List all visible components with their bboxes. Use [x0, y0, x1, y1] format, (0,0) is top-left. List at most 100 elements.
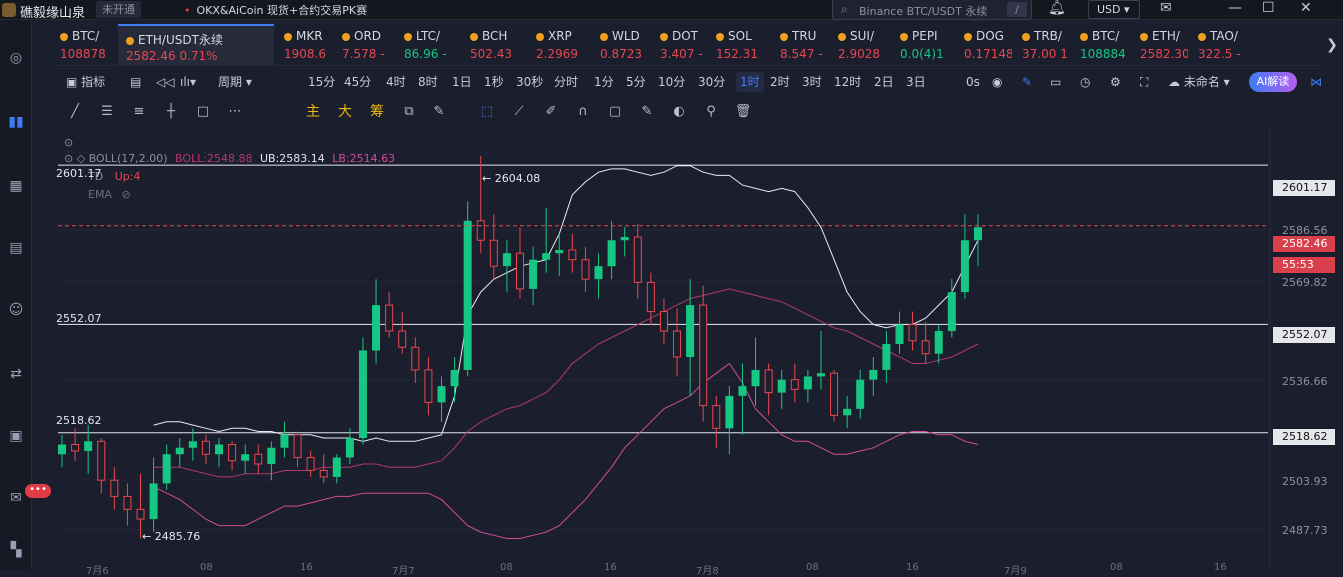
magnet-icon[interactable]: ∩ [578, 104, 588, 119]
ticker-tab[interactable]: TRU 8.547 - [772, 24, 828, 65]
sidebar-wallet-icon[interactable]: ▣ [9, 428, 23, 444]
period-select[interactable]: 周期 ▾ [218, 75, 252, 89]
interval-10[interactable]: 10分 [658, 75, 686, 89]
ticker-tab[interactable]: ETH/USDT永续 2582.46 0.71% [118, 24, 274, 65]
ticker-tab[interactable]: DOG 0.17148 [956, 24, 1012, 65]
indicator-button[interactable]: ▣ 指标 [66, 72, 105, 92]
alert-icon[interactable]: ◷ [1080, 75, 1091, 89]
ticker-tab[interactable]: SOL 152.31 [708, 24, 770, 65]
ema-label[interactable]: EMA [88, 188, 112, 201]
interval-9[interactable]: 5分 [626, 75, 646, 89]
ticker-tab[interactable]: WLD 0.8723 [592, 24, 650, 65]
countdown-mode[interactable]: 0s [966, 75, 980, 89]
window-icon[interactable]: ▭ [1050, 75, 1062, 89]
interval-3[interactable]: 8时 [418, 75, 438, 89]
sidebar-news-icon[interactable]: ▦ [9, 178, 23, 194]
camera-icon[interactable]: ◉ [992, 75, 1003, 89]
ticker-tab[interactable]: DOT 3.407 - [652, 24, 706, 65]
settings-icon[interactable]: ⚙ [1110, 75, 1121, 89]
news-ticker[interactable]: • OKX&AiCoin 现货+合约交易PK赛 [184, 2, 367, 18]
draw-toggle-icon[interactable]: ✎ [1022, 75, 1033, 89]
interval-14[interactable]: 3时 [802, 75, 822, 89]
filter-icon[interactable]: ⚲ [706, 104, 716, 119]
rectangle-icon[interactable]: □ [196, 104, 210, 119]
horizontal-lines-icon[interactable]: ≡ [133, 104, 145, 119]
interval-11[interactable]: 30分 [698, 75, 726, 89]
ticker-tab[interactable]: SUI/2.9028 [830, 24, 890, 65]
copy-icon[interactable]: ⧉ [404, 104, 414, 119]
sidebar-qq-icon[interactable]: ◎ [9, 50, 23, 66]
ticker-tab[interactable]: ETH/2582.30 [1132, 24, 1188, 65]
sidebar-files-icon[interactable]: ▤ [9, 240, 23, 256]
note-icon[interactable]: ✎ [641, 104, 653, 119]
layout-select[interactable]: ☁ 未命名 ▾ [1168, 75, 1230, 89]
share-icon[interactable]: ⋈ [1310, 75, 1322, 89]
trendline-icon[interactable]: ╱ [71, 104, 79, 119]
interval-7[interactable]: 分时 [554, 75, 579, 89]
sidebar-message-icon[interactable]: ✉ [10, 490, 22, 506]
replay-icon[interactable]: ◁◁ [156, 75, 175, 89]
lock-icon[interactable]: ▢ [608, 104, 622, 119]
ticker-tab[interactable]: MKR 1908.6 [276, 24, 332, 65]
boll-label[interactable]: BOLL(17,2.00) [88, 152, 168, 165]
ticker-tab[interactable]: TRB/37.00 1 [1014, 24, 1070, 65]
parallel-lines-icon[interactable]: ☰ [101, 104, 113, 119]
ruler-icon[interactable]: ⟋ [514, 104, 524, 119]
account-status-badge[interactable]: 未开通 [96, 1, 141, 18]
sidebar-chart-icon[interactable]: ▮▮ [8, 114, 24, 130]
interval-4[interactable]: 1日 [452, 75, 472, 89]
chips-tag[interactable]: 筹 [370, 104, 384, 120]
ticker-tab[interactable]: ORD 7.578 - [334, 24, 394, 65]
search-input[interactable]: ⌕ Binance BTC/USDT 永续 / [832, 0, 1032, 20]
sidebar-robot-icon[interactable]: ☺ [8, 302, 24, 318]
interval-8[interactable]: 1分 [594, 75, 614, 89]
calendar-icon[interactable]: ▤ [130, 75, 142, 89]
ai-analysis-button[interactable]: AI解读 [1249, 72, 1297, 92]
close-icon[interactable]: ✕ [1300, 0, 1312, 16]
interval-1[interactable]: 45分 [344, 75, 372, 89]
interval-13[interactable]: 2时 [770, 75, 790, 89]
minimize-icon[interactable]: — [1228, 0, 1242, 16]
select-tool-icon[interactable]: ⬚ [480, 104, 494, 119]
interval-12[interactable]: 1时 [736, 72, 764, 92]
sidebar-swap-icon[interactable]: ⇄ [10, 366, 22, 382]
unread-badge[interactable]: ••• [25, 484, 51, 498]
maximize-icon[interactable]: ☐ [1262, 0, 1275, 16]
ticker-more-icon[interactable]: ❯ [1321, 24, 1343, 66]
mail-icon[interactable]: ✉ [1160, 0, 1172, 16]
edit-icon[interactable]: ✎ [433, 104, 445, 119]
fullscreen-icon[interactable]: ⛶ [1140, 75, 1149, 89]
indicator-label: 指标 [81, 75, 106, 89]
ticker-tab[interactable]: LTC/86.96 - [396, 24, 460, 65]
ticker-tab[interactable]: BCH 502.43 [462, 24, 526, 65]
ticker-tab[interactable]: TAO/322.5 - [1190, 24, 1250, 65]
hline-icon[interactable]: ┼ [167, 104, 175, 119]
level-price-tag-high: 2601.17 [1273, 180, 1335, 196]
ticker-tab[interactable]: BTC/108878 [52, 24, 114, 65]
legend-collapse-icon[interactable]: ⊙ [64, 136, 74, 149]
main-force-tag[interactable]: 主 [306, 104, 320, 120]
ema-hidden-icon[interactable]: ⊘ [121, 188, 131, 201]
chart-type-icon[interactable]: ılı▾ [180, 75, 197, 89]
ellipsis-icon[interactable]: ⋯ [228, 104, 242, 119]
td-label[interactable]: TD [88, 170, 104, 183]
currency-select[interactable]: USD ▾ [1088, 0, 1140, 19]
trash-icon[interactable]: 🗑︎ [734, 104, 752, 119]
interval-0[interactable]: 15分 [308, 75, 336, 89]
interval-17[interactable]: 3日 [906, 75, 926, 89]
interval-6[interactable]: 30秒 [516, 75, 544, 89]
pen-icon[interactable]: ✐ [545, 104, 557, 119]
ticker-tab[interactable]: XRP 2.2969 [528, 24, 590, 65]
big-order-tag[interactable]: 大 [338, 104, 352, 120]
interval-15[interactable]: 12时 [834, 75, 862, 89]
eye-icon[interactable]: ◐ [673, 104, 685, 119]
interval-16[interactable]: 2日 [874, 75, 894, 89]
sidebar-apps-icon[interactable]: ▚ [10, 542, 22, 558]
interval-5[interactable]: 1秒 [484, 75, 504, 89]
ticker-tab[interactable]: BTC/108884 [1072, 24, 1130, 65]
boll-visibility-icon[interactable]: ⊙ ◇ [64, 152, 86, 165]
interval-2[interactable]: 4时 [386, 75, 406, 89]
bell-icon[interactable]: 🔔︎ [1048, 0, 1066, 16]
ticker-tab[interactable]: PEPI 0.0(4)1 [892, 24, 954, 65]
